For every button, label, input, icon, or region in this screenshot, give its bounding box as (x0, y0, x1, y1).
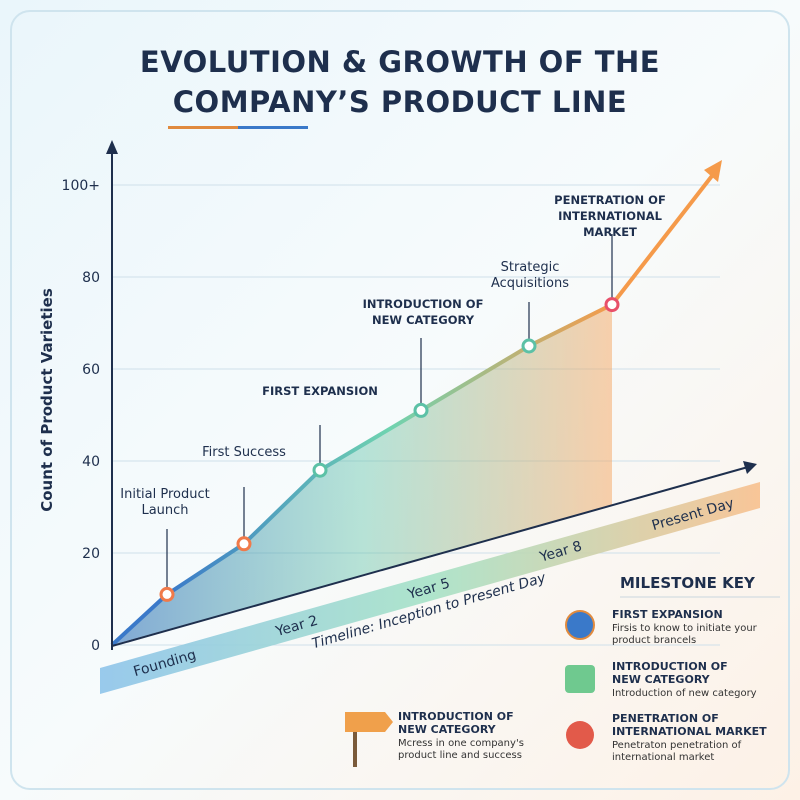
milestone-point (604, 297, 620, 313)
lead-in (110, 592, 169, 647)
title: EVOLUTION & GROWTH OF THE COMPANY’S PROD… (139, 45, 661, 119)
timeline-band (100, 482, 760, 694)
milestone-point (521, 338, 537, 354)
key-title: MILESTONE KEY (620, 574, 756, 592)
frame (10, 10, 790, 790)
trend-arrow (610, 170, 717, 306)
x-axis-arrow (743, 461, 757, 474)
milestone-label: First Success (202, 445, 286, 460)
y-tick-label: 80 (82, 270, 100, 286)
milestone-label: INTRODUCTION OF NEW CATEGORY (362, 297, 484, 327)
key-item-title: PENETRATION OF INTERNATIONAL MARKET (612, 712, 767, 738)
trend-arrow-head (704, 160, 722, 182)
key-item-title: INTRODUCTION OF NEW CATEGORY (612, 660, 728, 686)
milestone-label: Initial Product Launch (120, 487, 210, 518)
note-desc: Mcress in one company's product line and… (398, 738, 524, 761)
y-tick-label: 20 (82, 546, 100, 562)
title-rule (168, 126, 238, 129)
title-rule (238, 126, 308, 129)
key-item-desc: Penetraton penetration of international … (612, 740, 742, 763)
area (112, 304, 612, 645)
milestone-label: FIRST EXPANSION (262, 384, 378, 398)
key-item-title: FIRST EXPANSION (612, 608, 723, 621)
key-icon (565, 610, 595, 640)
milestone-label: PENETRATION OF INTERNATIONAL MARKET (554, 193, 666, 239)
milestone-point (312, 462, 328, 478)
y-tick-label: 100+ (62, 178, 100, 194)
key-item-desc: Firsis to know to initiate your product … (612, 623, 757, 646)
milestone-point (159, 586, 175, 602)
y-tick-label: 0 (91, 638, 100, 654)
y-tick-label: 60 (82, 362, 100, 378)
milestone-point (236, 536, 252, 552)
y-axis-arrow (106, 140, 118, 154)
line (165, 302, 613, 597)
key-icon (566, 721, 594, 749)
key-item-desc: Introduction of new category (612, 688, 757, 699)
y-tick-label: 40 (82, 454, 100, 470)
signpost-pole (353, 722, 357, 767)
milestone-point (413, 402, 429, 418)
x-axis (111, 466, 749, 647)
signpost-sign (345, 712, 393, 732)
y-axis-label: Count of Product Varieties (38, 288, 56, 512)
note-title: INTRODUCTION OF NEW CATEGORY (398, 710, 514, 736)
key-icon (565, 665, 595, 693)
milestone-label: Strategic Acquisitions (491, 260, 569, 291)
